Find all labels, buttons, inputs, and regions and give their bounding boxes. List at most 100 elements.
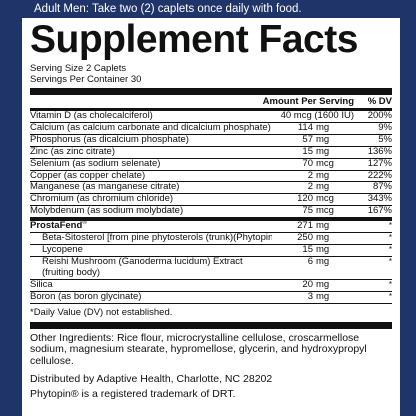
blend-item-row: Lycopene 15 mg * — [30, 243, 392, 257]
blend-item-name: Lycopene — [42, 244, 83, 255]
amount-value: 15 — [302, 243, 313, 255]
amount-unit: mg — [316, 232, 330, 244]
amount-value: 15 — [302, 145, 313, 157]
nutrient-name: Boron (as boron glycinate) — [30, 291, 142, 302]
nutrient-amount: 271 mg — [272, 220, 354, 232]
directions-banner: Adult Men: Take two (2) caplets once dai… — [0, 0, 416, 18]
nutrient-row: Manganese (as manganese citrate) 2 mg 87% — [30, 181, 392, 195]
blend-item-dv: * — [388, 233, 392, 243]
nutrient-dv: * — [388, 291, 392, 301]
amount-value: 2 — [307, 181, 313, 193]
registered-mark: ® — [82, 221, 88, 226]
nutrient-amount: 3 mg — [272, 290, 354, 303]
other-ingredients-text: Other Ingredients: Rice flour, microcrys… — [30, 331, 367, 367]
amount-value: 120 — [297, 193, 313, 205]
amount-value: 57 — [302, 133, 313, 145]
amount-value: 75 — [302, 205, 313, 217]
amount-header: Amount Per Serving — [262, 96, 354, 107]
nutrient-amount: 250 mg — [272, 232, 354, 244]
amount-value: 271 — [297, 220, 313, 232]
nutrient-dv: * — [388, 279, 392, 289]
nutrient-name: Phosphorus (as dicalcium phosphate) — [30, 134, 189, 145]
serving-info: Serving Size 2 Caplets Servings Per Cont… — [30, 63, 392, 85]
nutrient-dv: 9% — [378, 121, 392, 133]
nutrient-amount: 57 mg — [272, 133, 354, 146]
amount-unit: mcg — [316, 205, 334, 217]
amount-value: 3 — [307, 290, 313, 302]
blend-item-name-line: (fruiting body) — [42, 266, 101, 278]
nutrient-amount: 114 mg — [272, 121, 354, 134]
thick-divider — [30, 321, 392, 329]
nutrient-name: Copper (as copper chelate) — [30, 170, 146, 181]
nutrient-name: Calcium (as calcium carbonate and dicalc… — [30, 122, 271, 133]
nutrient-name: Manganese (as manganese citrate) — [30, 182, 180, 193]
amount-value: 20 — [302, 278, 313, 290]
nutrient-amount: 120 mcg — [272, 193, 354, 205]
nutrient-amount: 15 mg — [272, 243, 354, 256]
blend-item-name-line: Reishi Mushroom (Ganoderma lucidum) Extr… — [42, 256, 243, 267]
nutrient-row: Calcium (as calcium carbonate and dicalc… — [30, 121, 392, 135]
amount-unit: mg — [316, 181, 330, 193]
amount-value: 114 — [297, 121, 313, 133]
nutrient-row: Selenium (as sodium selenate) 70 mcg 127% — [30, 157, 392, 171]
nutrient-row: Copper (as copper chelate) 2 mg 222% — [30, 169, 392, 183]
nutrient-name: Chromium (as chromium chloride) — [30, 194, 174, 205]
amount-value: 2 — [307, 169, 313, 181]
amount-unit: mcg — [316, 157, 334, 169]
panel-title: Supplement Facts — [30, 18, 358, 61]
blend-name: ProstaFend® — [30, 221, 272, 232]
nutrient-amount: 2 mg — [272, 169, 354, 182]
nutrient-amount: 70 mcg — [272, 157, 354, 170]
nutrient-dv: 136% — [367, 145, 392, 157]
amount-unit: mg — [316, 243, 330, 255]
amount-unit: mg — [316, 220, 330, 232]
nutrient-name: Silica — [30, 279, 53, 290]
nutrient-amount: 15 mg — [272, 145, 354, 158]
servings-per-container: Servings Per Container 30 — [30, 73, 142, 85]
trademark-text: Phytopin® is a registered trademark of D… — [30, 388, 236, 400]
medium-divider — [30, 108, 392, 111]
amount-value: 250 — [297, 232, 313, 244]
serving-size: Serving Size 2 Caplets — [30, 63, 127, 74]
medium-divider — [30, 218, 392, 222]
nutrient-row: Vitamin D (as cholecalciferol) 40 mcg (16… — [30, 110, 392, 123]
amount-unit: mg — [316, 255, 330, 267]
blend-name-text: ProstaFend — [30, 221, 83, 232]
other-nutrient-row: Boron (as boron glycinate) 3 mg * — [30, 290, 392, 304]
nutrient-row: Molybdenum (as sodium molybdate) 75 mcg 167… — [30, 205, 392, 219]
amount-unit: mg — [316, 121, 330, 133]
nutrient-amount: 75 mcg — [272, 205, 354, 217]
blend-item-row: Beta-Sitosterol [from pine phytosterols … — [30, 232, 392, 245]
nutrient-dv: 200% — [367, 110, 392, 121]
blend-dv: * — [388, 221, 392, 231]
dv-header: % DV — [367, 96, 392, 107]
blend-item-dv: * — [388, 244, 392, 254]
amount-unit: mg — [316, 290, 330, 302]
amount-unit: mcg — [316, 193, 334, 205]
nutrient-name: Vitamin D (as cholecalciferol) — [30, 111, 153, 121]
blend-item-name: Beta-Sitosterol [from pine phytosterols … — [42, 233, 272, 244]
nutrient-name: Zinc (as zinc citrate) — [30, 146, 115, 157]
nutrient-dv: 127% — [367, 157, 392, 169]
other-ingredients-list: Silica 20 mg * Boron (as boron glycinate) 3 mg… — [30, 278, 392, 304]
nutrient-list: Vitamin D (as cholecalciferol) 40 mcg (16… — [30, 110, 392, 219]
supplement-facts-panel: Supplement Facts Serving Size 2 Caplets … — [22, 18, 400, 416]
nutrient-name: Selenium (as sodium selenate) — [30, 158, 161, 169]
amount-unit: mg — [316, 278, 330, 290]
other-nutrient-row: Silica 20 mg * — [30, 278, 392, 292]
nutrient-amount: 20 mg — [272, 278, 354, 291]
amount-unit: mg — [316, 133, 330, 145]
nutrient-name: Molybdenum (as sodium molybdate) — [30, 206, 184, 217]
nutrient-amount: 40 mcg (1600 IU) — [280, 110, 354, 121]
amount-unit: mg — [316, 145, 330, 157]
distributor-text: Distributed by Adaptive Health, Charlott… — [30, 373, 273, 385]
amount-value: 6 — [307, 255, 313, 267]
nutrient-dv: 167% — [367, 205, 392, 217]
blend-item-row: Reishi Mushroom (Ganoderma lucidum) Extr… — [30, 255, 392, 280]
amount-value: 70 — [302, 157, 313, 169]
nutrient-amount: 6 mg — [272, 255, 354, 279]
nutrient-row: Zinc (as zinc citrate) 15 mg 136% — [30, 145, 392, 159]
nutrient-row: Chromium (as chromium chloride) 120 mcg 343… — [30, 193, 392, 207]
column-header-row: Amount Per Serving % DV — [30, 95, 392, 108]
